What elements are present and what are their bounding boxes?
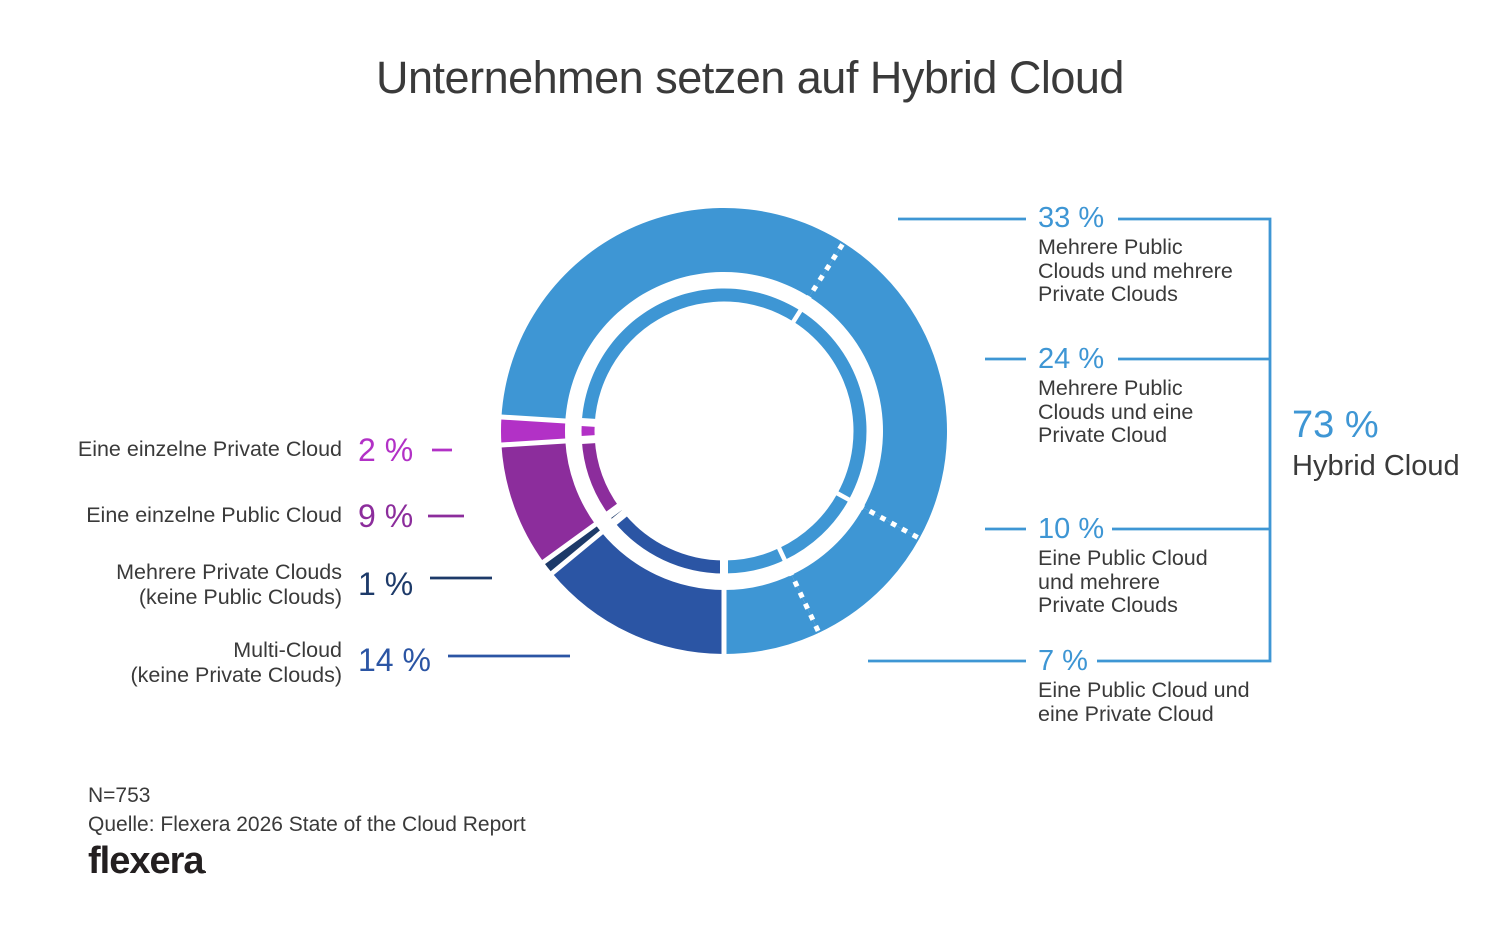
inner-ring-segment-multi-cloud-keine-private-clouds — [614, 513, 724, 574]
inner-ring-divider-0 — [788, 304, 806, 328]
leader-lines-hybrid — [868, 217, 1272, 663]
donut-segment-multi-cloud-keine-private-clouds — [552, 532, 724, 654]
donut-divider-solid-5 — [535, 517, 604, 569]
sample-size-note: N=753 — [88, 784, 151, 807]
callout-label-multi-private-clouds: Mehrere Private Clouds (keine Public Clo… — [116, 560, 342, 609]
inner-ring-divider-1 — [831, 488, 855, 505]
page-title: Unternehmen setzen auf Hybrid Cloud — [376, 52, 1124, 103]
donut-segment-mehrere-public-clouds-und-eine-private-cloud — [809, 242, 948, 539]
hybrid-total-value: 73 % — [1292, 404, 1379, 446]
donut-divider-solid-6 — [493, 437, 574, 448]
donut-segment-mehrere-private-clouds-keine-public-clouds — [543, 524, 602, 574]
donut-divider-solid-7 — [493, 414, 574, 425]
source-note: Quelle: Flexera 2026 State of the Cloud … — [88, 813, 526, 836]
callout-label-multi-public-one-private: Mehrere Public Clouds und eine Private C… — [1038, 376, 1194, 447]
callout-value-multi-public-one-private: 24 % — [1038, 343, 1105, 375]
inner-ring-divider-7 — [575, 417, 602, 428]
inner-ring-segment-mehrere-public-clouds-und-mehrere-private-clouds — [581, 288, 801, 423]
inner-ring-divider-2 — [774, 542, 790, 566]
callout-value-one-public-multi-private: 10 % — [1038, 513, 1105, 545]
donut-segment-mehrere-public-clouds-und-mehrere-private-clouds — [501, 207, 844, 422]
flexera-logo-text: flexera — [88, 840, 205, 882]
inner-ring-divider-5 — [601, 500, 627, 522]
donut-divider-dotted-0 — [804, 237, 849, 303]
donut-segment-eine-einzelne-public-cloud — [501, 440, 596, 563]
inner-ring-divider-6 — [575, 434, 602, 445]
donut-segment-eine-public-cloud-und-mehrere-private-clouds — [791, 507, 920, 633]
callout-value-one-public-one-private: 7 % — [1038, 645, 1088, 677]
inner-ring-segment-eine-public-cloud-und-eine-private-cloud — [724, 548, 785, 574]
callout-label-single-public-cloud: Eine einzelne Public Cloud — [86, 503, 342, 527]
donut-divider-dotted-1 — [857, 502, 926, 544]
callout-value-multi-public-multi-private: 33 % — [1038, 202, 1105, 234]
hybrid-total-label: Hybrid Cloud — [1292, 450, 1460, 482]
callout-value-single-private-cloud: 2 % — [358, 432, 414, 468]
callout-value-multi-private-clouds: 1 % — [358, 566, 414, 602]
callout-label-multi-cloud: Multi-Cloud (keine Private Clouds) — [130, 638, 342, 687]
donut-segment-eine-einzelne-private-cloud — [500, 416, 566, 446]
donut-divider-dotted-2 — [787, 569, 824, 639]
donut-segment-eine-public-cloud-und-eine-private-cloud — [724, 574, 819, 654]
flexera-logo-trademark: . — [203, 862, 207, 876]
donut-divider-solid-4 — [544, 525, 610, 581]
inner-ring-segment-eine-einzelne-public-cloud — [581, 439, 620, 515]
callout-value-multi-cloud: 14 % — [358, 642, 431, 678]
inner-ring-divider-4 — [606, 506, 632, 530]
flexera-logo: flexera. — [88, 840, 207, 883]
inner-ring-segment-eine-public-cloud-und-mehrere-private-clouds — [779, 493, 849, 560]
callout-value-single-public-cloud: 9 % — [358, 498, 414, 534]
callout-label-one-public-multi-private: Eine Public Cloud und mehrere Private Cl… — [1038, 546, 1208, 617]
callout-label-multi-public-multi-private: Mehrere Public Clouds und mehrere Privat… — [1038, 235, 1233, 306]
inner-ring-segment-mehrere-public-clouds-und-eine-private-cloud — [793, 310, 867, 500]
callout-label-single-private-cloud: Eine einzelne Private Cloud — [77, 437, 342, 461]
callout-label-one-public-one-private: Eine Public Cloud und eine Private Cloud — [1038, 678, 1250, 726]
